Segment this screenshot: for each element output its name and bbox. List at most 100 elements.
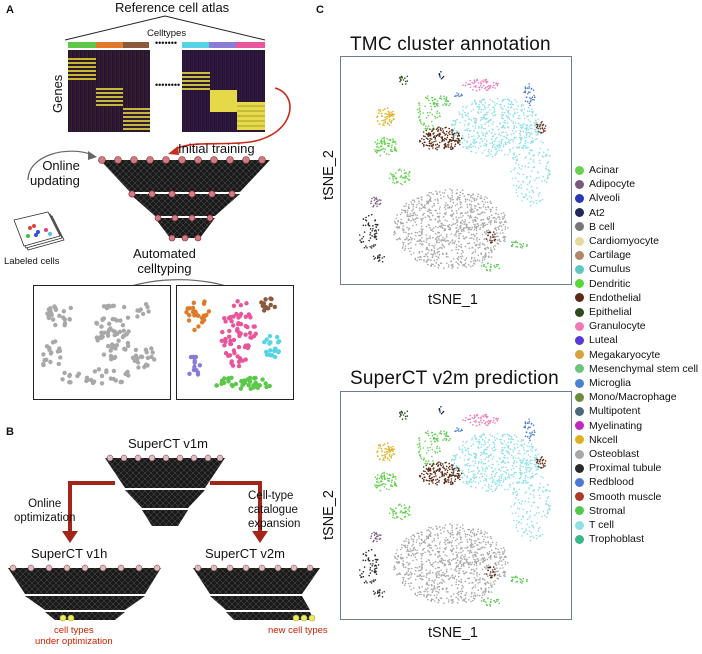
scatter-point: [378, 534, 381, 536]
scatter-point: [421, 142, 424, 145]
scatter-point: [470, 206, 472, 208]
scatter-point: [467, 148, 469, 150]
scatter-point: [524, 463, 526, 465]
scatter-point: [466, 212, 468, 214]
scatter-point: [433, 140, 435, 143]
scatter-point: [470, 119, 473, 121]
scatter-point: [497, 243, 500, 245]
scatter-point: [490, 485, 493, 487]
scatter-point: [456, 118, 458, 121]
scatter-point: [405, 236, 408, 239]
scatter-point: [440, 127, 442, 129]
scatter-point: [416, 566, 419, 569]
scatter-point: [528, 85, 531, 88]
scatter-point: [376, 538, 378, 540]
scatter-point: [461, 469, 464, 472]
scatter-point: [484, 531, 486, 533]
scatter-point: [410, 573, 413, 576]
scatter-point: [246, 343, 251, 349]
scatter-point: [471, 532, 474, 534]
scatter-point: [493, 417, 495, 419]
scatter-point: [525, 482, 527, 484]
scatter-point: [525, 147, 527, 149]
scatter-point: [471, 226, 474, 229]
scatter-point: [408, 568, 411, 570]
scatter-point: [537, 195, 540, 197]
scatter-point: [481, 594, 484, 596]
scatter-point: [475, 227, 478, 230]
scatter-point: [500, 474, 502, 476]
scatter-point: [482, 223, 484, 226]
scatter-point: [496, 148, 498, 150]
scatter-point: [381, 450, 383, 452]
scatter-point: [372, 540, 374, 543]
scatter-point: [432, 460, 434, 462]
scatter-point: [376, 149, 378, 151]
scatter-point: [503, 221, 506, 223]
scatter-point: [50, 317, 56, 322]
scatter-point: [430, 583, 433, 586]
scatter-point: [432, 562, 435, 564]
scatter-point: [388, 455, 391, 457]
scatter-point: [402, 225, 405, 227]
scatter-point: [518, 153, 521, 156]
scatter-point: [479, 85, 482, 87]
scatter-point: [481, 596, 483, 599]
scatter-point: [433, 470, 436, 472]
scatter-point: [412, 534, 414, 536]
scatter-point: [402, 579, 405, 581]
scatter-point: [468, 231, 470, 234]
v1m-network: [105, 454, 225, 526]
scatter-point: [495, 417, 498, 419]
scatter-point: [449, 138, 451, 141]
scatter-point: [443, 139, 445, 141]
scatter-point: [512, 103, 515, 106]
scatter-point: [436, 110, 439, 113]
scatter-point: [461, 584, 464, 587]
scatter-point: [496, 84, 499, 87]
scatter-point: [443, 267, 445, 269]
scatter-point: [444, 102, 446, 105]
scatter-point: [426, 259, 428, 262]
scatter-point: [483, 79, 485, 81]
scatter-point: [427, 99, 430, 102]
scatter-point: [474, 481, 477, 483]
scatter-point: [411, 215, 413, 217]
scatter-point: [520, 518, 523, 521]
scatter-point: [461, 116, 464, 119]
scatter-point: [548, 172, 551, 175]
scatter-point: [430, 532, 432, 534]
scatter-point: [529, 121, 532, 123]
scatter-point: [491, 463, 494, 466]
scatter-point: [367, 549, 370, 552]
scatter-point: [423, 478, 425, 481]
scatter-point: [429, 530, 431, 533]
scatter-point: [446, 233, 448, 236]
scatter-point: [477, 247, 479, 249]
scatter-point: [499, 575, 501, 577]
scatter-point: [403, 584, 406, 586]
scatter-point: [474, 462, 477, 465]
scatter-point: [440, 597, 443, 600]
scatter-point: [429, 128, 431, 130]
scatter-point: [417, 217, 419, 219]
scatter-point: [433, 440, 436, 443]
scatter-point: [492, 569, 494, 571]
scatter-point: [392, 138, 394, 140]
scatter-point: [145, 355, 151, 361]
scatter-point: [512, 116, 515, 118]
scatter-point: [532, 154, 534, 157]
scatter-point: [432, 255, 434, 257]
scatter-point: [494, 227, 496, 230]
scatter-point: [488, 439, 490, 441]
scatter-point: [401, 83, 404, 85]
scatter-point: [437, 248, 439, 250]
scatter-point: [191, 300, 196, 305]
scatter-point: [522, 104, 525, 106]
scatter-point: [456, 592, 458, 595]
scatter-point: [474, 260, 477, 263]
scatter-point: [61, 309, 67, 314]
scatter-point: [470, 143, 472, 146]
scatter-point: [498, 149, 500, 151]
scatter-point: [474, 434, 476, 437]
